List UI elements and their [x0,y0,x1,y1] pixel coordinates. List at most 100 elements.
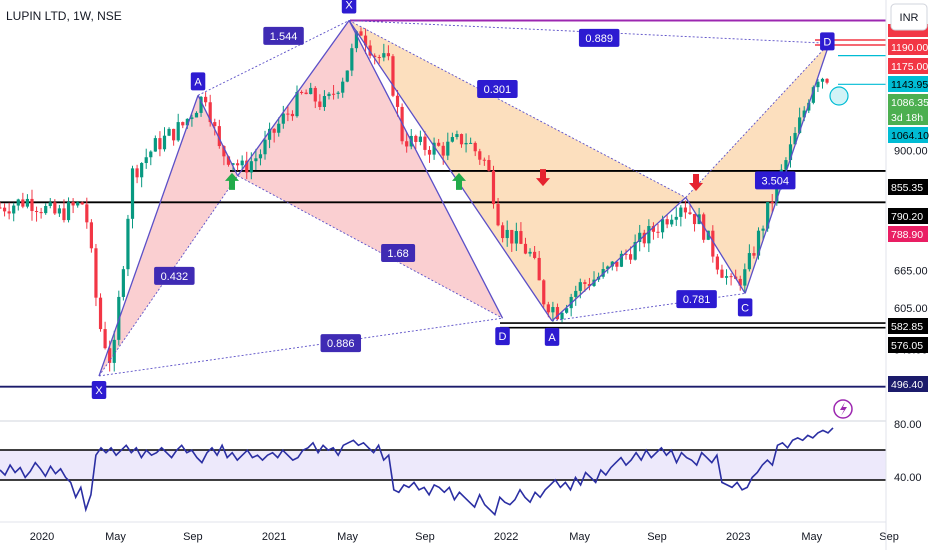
candle-body [373,55,377,58]
price-level-tag [888,94,928,110]
point-label-x: X [95,385,103,397]
price-level-tag [888,109,928,125]
candle-body [505,229,509,239]
candle-body [194,112,199,118]
price-level-value: 1143.95 [891,79,928,91]
candle-body [432,142,436,155]
candle-body [624,253,628,255]
price-level-value: 582.85 [891,321,923,333]
pattern-1-xab-fill [99,95,238,376]
x-tick-label: 2022 [494,531,518,543]
candle-body [478,151,482,160]
candle-body [57,208,62,214]
price-level-value: 1064.10 [891,130,929,142]
candle-body [149,151,153,158]
candle-body [775,181,779,203]
rsi-band [0,450,886,480]
candle-body [651,226,656,232]
point-label-x: X [345,0,353,11]
price-level-tag [888,337,928,353]
alert-icon[interactable] [833,399,853,419]
pattern-1-leg [237,20,350,177]
candle-body [501,225,505,239]
candle-body [231,163,235,165]
sell-arrow-icon [536,169,550,187]
candle-body [85,204,89,223]
price-level-value: 855.35 [891,182,923,194]
candle-body [464,142,468,145]
x-tick-label: May [801,531,822,543]
pattern-2-bcd-fill [685,43,830,294]
candle-body [363,35,368,46]
candle-body [692,213,697,225]
candle-body [395,95,400,107]
price-level-value: 788.90 [891,229,923,241]
candle-body [345,70,349,82]
candle-body [752,253,756,256]
price-level-value: 1086.35 [891,97,929,109]
candle-body [130,168,135,219]
candle-body [574,290,578,297]
candle-body [341,81,345,93]
candle-body [688,212,692,214]
point-label-d-bg [495,327,510,346]
currency-label: INR [900,12,919,24]
candle-body [322,96,327,107]
candle-body [560,312,564,320]
candle-body [331,93,336,95]
rsi-line [0,427,834,517]
candle-body [496,204,500,226]
candle-body [756,230,761,256]
candle-body [309,87,313,95]
candle-body [660,219,665,233]
rsi-tick-label: 80.00 [894,419,922,431]
rsi-tick-label: 40.00 [894,472,922,484]
pattern-2-ratio-line [348,20,686,198]
candle-body [802,110,806,118]
point-label-x-bg [91,380,107,399]
price-level-tag [888,208,928,224]
candle-body [295,91,299,117]
candle-body [327,93,331,97]
candle-body [615,261,619,267]
candle-body [578,282,582,291]
candle-body [811,87,815,103]
candle-body [784,160,788,170]
candle-body [25,198,30,207]
candle-body [44,205,48,214]
candle-body [267,128,272,140]
candle-body [455,134,459,138]
candle-body [62,208,66,221]
candle-body [162,135,167,150]
candle-body [350,48,354,71]
pattern-2-leg [348,20,553,322]
price-level-value: 790.20 [891,211,923,223]
point-label-x-bg [341,0,357,14]
currency-button[interactable]: INR [890,3,928,31]
candle-body [747,253,751,270]
candle-body [441,145,445,156]
candle-body [473,142,477,152]
signal-arrows [225,86,849,191]
price-level-tag [888,179,928,195]
candle-body [377,57,381,59]
price-level-value: 496.40 [891,379,923,391]
candle-body [491,170,496,205]
candle-body [487,160,491,171]
x-tick-label: 2021 [262,531,286,543]
pattern-2-leg [551,196,687,322]
candle-body [446,141,450,156]
candle-body [793,132,797,145]
candle-body [34,211,39,213]
candle-body [48,202,52,206]
candle-body [738,278,742,286]
price-level-tag [888,39,928,55]
candle-body [181,122,185,126]
candle-body [633,241,637,260]
candle-body [89,222,93,249]
point-label-d: D [823,36,831,48]
pattern-2-leg [685,197,746,294]
x-tick-label: Sep [415,531,435,543]
candle-body [30,198,34,212]
